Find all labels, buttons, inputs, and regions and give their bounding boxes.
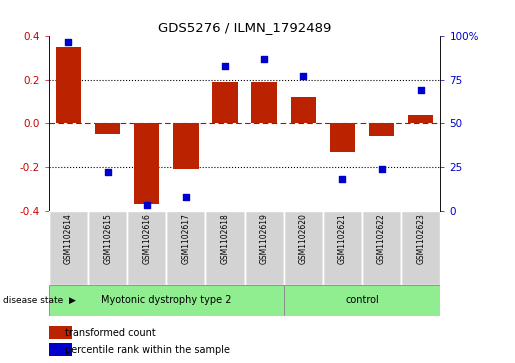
Point [417,87,425,93]
Point [104,169,112,175]
Bar [95,123,121,134]
Bar [362,211,401,285]
Text: GSM1102620: GSM1102620 [299,213,308,264]
Bar [408,115,434,123]
Bar [49,343,73,356]
Bar [245,211,284,285]
Text: control: control [345,295,379,305]
Bar [369,123,394,136]
Point [64,38,73,44]
Text: transformed count: transformed count [64,327,156,338]
Text: disease state  ▶: disease state ▶ [3,296,76,305]
Bar [49,326,73,339]
Text: Myotonic dystrophy type 2: Myotonic dystrophy type 2 [101,295,232,305]
Text: GSM1102614: GSM1102614 [64,213,73,264]
Bar [49,211,88,285]
Bar [401,211,440,285]
Point [299,73,307,79]
Bar [56,47,81,123]
Point [182,194,190,200]
Point [260,56,268,62]
Bar [290,97,316,123]
Point [143,203,151,208]
Text: GSM1102616: GSM1102616 [142,213,151,264]
Text: GSM1102615: GSM1102615 [103,213,112,264]
Bar [88,211,127,285]
Bar [127,211,166,285]
Bar [323,211,362,285]
Text: GSM1102621: GSM1102621 [338,213,347,264]
Bar [205,211,245,285]
Bar [284,211,323,285]
Text: GSM1102617: GSM1102617 [181,213,191,264]
Bar [173,123,199,169]
Text: GSM1102623: GSM1102623 [416,213,425,264]
Bar [251,82,277,123]
Bar [212,82,238,123]
Text: GSM1102622: GSM1102622 [377,213,386,264]
Bar [330,123,355,152]
Point [338,176,347,182]
Text: percentile rank within the sample: percentile rank within the sample [64,344,230,355]
Point [377,166,386,172]
Bar [166,211,205,285]
Bar [49,285,284,316]
Bar [134,123,160,204]
Bar [284,285,440,316]
Point [221,63,229,69]
Title: GDS5276 / ILMN_1792489: GDS5276 / ILMN_1792489 [158,21,331,34]
Text: GSM1102618: GSM1102618 [220,213,230,264]
Text: GSM1102619: GSM1102619 [260,213,269,264]
